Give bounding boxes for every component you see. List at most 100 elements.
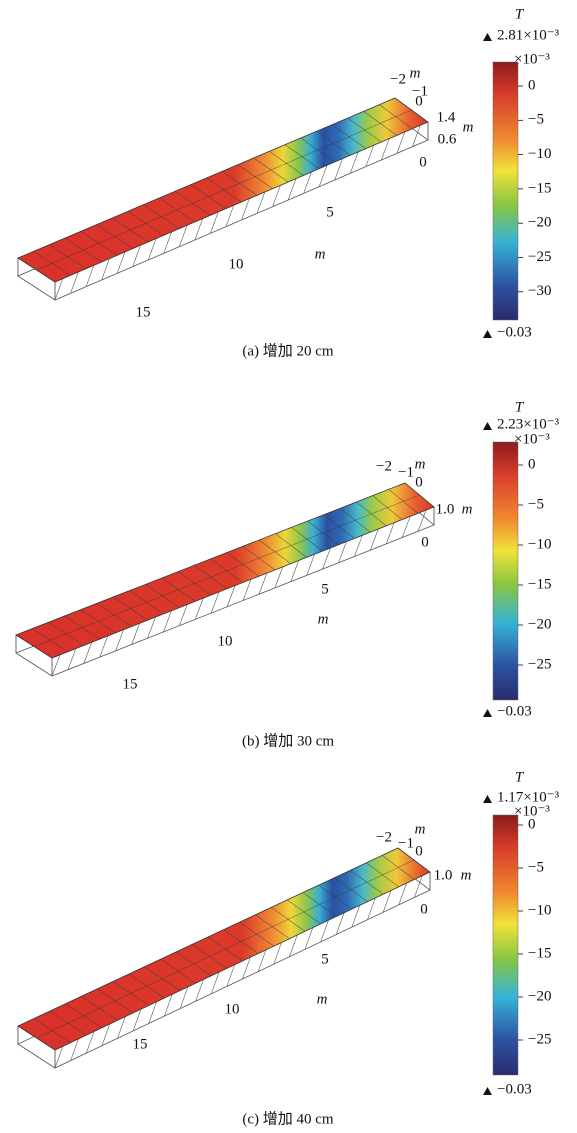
colorbar — [492, 814, 519, 1076]
beam-centerline — [36, 859, 415, 1039]
axis-label: 5 — [321, 581, 329, 597]
truss — [225, 205, 235, 227]
colorbar-tick-label: −25 — [528, 1031, 551, 1047]
truss — [412, 125, 421, 147]
beam-centerline — [36, 109, 412, 271]
colorbar-multiplier: ×10⁻³ — [514, 803, 550, 819]
min-marker — [483, 709, 492, 717]
axis-label: −2 — [376, 829, 392, 845]
truss — [194, 598, 204, 620]
truss — [194, 218, 203, 241]
truss — [54, 278, 64, 301]
truss — [338, 541, 347, 563]
truss — [273, 942, 282, 965]
truss — [414, 875, 423, 898]
axis-label: 1.0 — [434, 867, 453, 883]
truss — [132, 1009, 142, 1032]
truss — [115, 629, 124, 651]
beam-top — [15, 482, 435, 659]
axis-label: 0 — [421, 534, 429, 550]
truss — [322, 547, 331, 570]
axis-label: 0 — [415, 474, 423, 490]
axis-label: m — [462, 501, 473, 517]
truss — [396, 131, 405, 154]
truss — [320, 920, 329, 943]
truss — [148, 1001, 157, 1024]
truss — [70, 271, 79, 294]
axis-label: 15 — [123, 676, 138, 692]
axis-label: m — [415, 821, 426, 837]
truss — [70, 1038, 79, 1061]
truss — [67, 648, 77, 670]
colorbar-multiplier: ×10⁻³ — [514, 431, 550, 447]
truss — [164, 994, 173, 1017]
axis-label: 1.0 — [436, 501, 455, 517]
colorbar-tick-label: −20 — [528, 215, 551, 231]
colorbar-tick-label: −20 — [528, 988, 551, 1004]
axis-label: 1.4 — [437, 109, 456, 125]
truss — [370, 528, 379, 551]
caption: (b) 增加 30 cm — [242, 732, 334, 749]
axis-label: m — [461, 867, 472, 883]
colorbar-tick-label: −30 — [528, 283, 551, 299]
truss — [335, 912, 345, 935]
truss — [381, 138, 390, 161]
truss — [350, 151, 359, 174]
truss — [289, 934, 298, 957]
axis-label: 0 — [415, 843, 423, 859]
panel: −2 −1 m 0 1.4 m 0.6 0 5 m 10 15 T 2.81×10⁻³ ×10⁻³ 0 −5 −1… — [17, 6, 560, 359]
axis-label: m — [463, 119, 474, 135]
truss — [195, 979, 204, 1002]
colorbar-multiplier: ×10⁻³ — [514, 51, 550, 67]
truss — [117, 1016, 126, 1039]
axis-label: 10 — [225, 1001, 240, 1017]
caption: (a) 增加 20 cm — [242, 342, 334, 359]
truss — [179, 604, 188, 626]
caption: (c) 增加 40 cm — [242, 1110, 334, 1127]
colorbar-tick-label: −5 — [528, 859, 544, 875]
axis-label: 0 — [419, 154, 427, 170]
axis-label: −1 — [412, 83, 428, 99]
colorbar-min: −0.03 — [497, 703, 532, 719]
axis-label: m — [317, 991, 328, 1007]
truss — [382, 890, 392, 913]
axis-label: −1 — [398, 835, 414, 851]
truss — [163, 610, 172, 633]
axis-label: 15 — [133, 1036, 148, 1052]
truss — [290, 560, 299, 582]
colorbar-tick-label: 0 — [528, 816, 536, 832]
truss — [226, 585, 236, 607]
colorbar-tick-label: −15 — [528, 576, 551, 592]
truss — [287, 178, 297, 201]
truss — [179, 225, 188, 247]
axis-label: −1 — [398, 464, 414, 480]
colorbar — [492, 441, 519, 701]
truss — [401, 516, 411, 538]
max-marker — [483, 422, 492, 430]
truss — [210, 591, 220, 614]
colorbar-tick-label: −10 — [528, 146, 551, 162]
axis-label: −2 — [390, 71, 406, 87]
truss — [354, 535, 363, 557]
truss — [365, 145, 374, 167]
truss — [318, 165, 328, 187]
colorbar-tick-label: −25 — [528, 656, 551, 672]
truss — [101, 1023, 110, 1046]
colorbar-tick-label: −20 — [528, 616, 551, 632]
panel: −2 −1 m01.0 m05m1015T2.23×10⁻³×10⁻³0−5−10−1… — [15, 399, 560, 749]
truss — [258, 572, 268, 595]
truss — [274, 566, 284, 589]
colorbar-min: −0.03 — [497, 324, 532, 340]
truss — [272, 185, 281, 207]
truss — [51, 654, 61, 677]
truss — [163, 231, 172, 254]
colorbar-tick-label: 0 — [528, 456, 536, 472]
truss — [256, 191, 266, 214]
axis-label: m — [410, 65, 421, 81]
truss — [179, 986, 189, 1009]
beam-top — [17, 847, 431, 1051]
colorbar-tick-label: −15 — [528, 180, 551, 196]
truss — [417, 510, 427, 532]
truss — [398, 883, 407, 905]
